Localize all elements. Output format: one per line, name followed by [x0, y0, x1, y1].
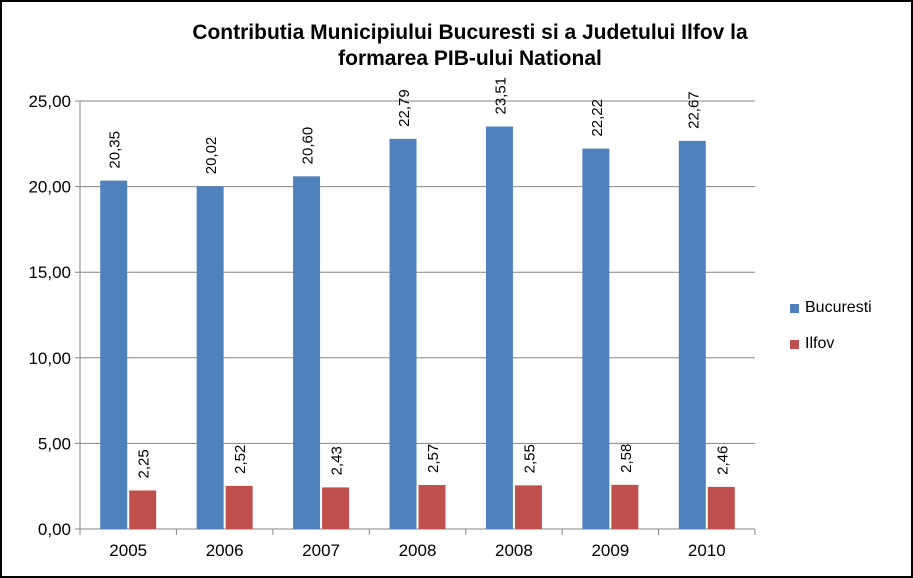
chart-title-line-2: formarea PIB-ului National [338, 47, 602, 70]
legend-label-ilfov: Ilfov [805, 335, 835, 352]
data-label-ilfov: 2,58 [618, 444, 635, 473]
legend-swatch-ilfov [790, 339, 799, 349]
x-tick-label: 2008 [399, 541, 437, 560]
bar-ilfov [611, 484, 639, 529]
legend-item-ilfov: Ilfov [790, 334, 872, 354]
data-label-bucuresti: 22,67 [685, 91, 702, 129]
legend: Bucuresti Ilfov [790, 298, 872, 370]
bar-bucuresti [485, 126, 513, 530]
bar-ilfov [418, 485, 446, 529]
data-label-ilfov: 2,43 [329, 446, 346, 475]
bar-bucuresti [389, 138, 417, 529]
data-label-ilfov: 2,57 [425, 444, 442, 473]
chart-title: Contributia Municipiului Bucuresti si a … [120, 20, 820, 72]
bar-ilfov [225, 485, 253, 529]
x-tick-label: 2005 [109, 541, 147, 560]
y-tick-label: 15,00 [28, 263, 71, 282]
x-tick-label: 2009 [591, 541, 629, 560]
x-tick-label: 2007 [302, 541, 340, 560]
bar-ilfov [129, 490, 157, 529]
bar-bucuresti [678, 140, 706, 530]
y-tick-label: 20,00 [28, 178, 71, 197]
y-tick-label: 0,00 [38, 520, 71, 539]
bar-ilfov [514, 485, 542, 529]
y-tick-label: 5,00 [38, 434, 71, 453]
data-label-bucuresti: 20,02 [203, 137, 220, 175]
bar-bucuresti [293, 176, 321, 529]
bar-ilfov [707, 486, 735, 529]
data-label-bucuresti: 20,35 [107, 131, 124, 169]
bar-bucuresti [196, 186, 224, 529]
chart-title-line-1: Contributia Municipiului Bucuresti si a … [192, 21, 748, 44]
x-tick-label: 2006 [206, 541, 244, 560]
x-tick-label: 2010 [688, 541, 726, 560]
y-tick-label: 10,00 [28, 349, 71, 368]
x-tick-label: 2008 [495, 541, 533, 560]
data-label-bucuresti: 22,79 [396, 89, 413, 127]
y-tick-label: 25,00 [28, 92, 71, 111]
bar-ilfov [322, 487, 350, 529]
data-label-bucuresti: 22,22 [589, 99, 606, 137]
data-label-ilfov: 2,25 [136, 449, 153, 478]
data-label-bucuresti: 23,51 [492, 77, 509, 115]
legend-item-bucuresti: Bucuresti [790, 298, 872, 318]
data-label-bucuresti: 20,60 [300, 127, 317, 165]
data-label-ilfov: 2,52 [232, 445, 249, 474]
bar-bucuresti [582, 148, 610, 529]
legend-swatch-bucuresti [790, 303, 799, 313]
bar-bucuresti [100, 180, 128, 529]
legend-label-bucuresti: Bucuresti [805, 299, 872, 316]
data-label-ilfov: 2,55 [521, 444, 538, 473]
data-label-ilfov: 2,46 [714, 446, 731, 475]
